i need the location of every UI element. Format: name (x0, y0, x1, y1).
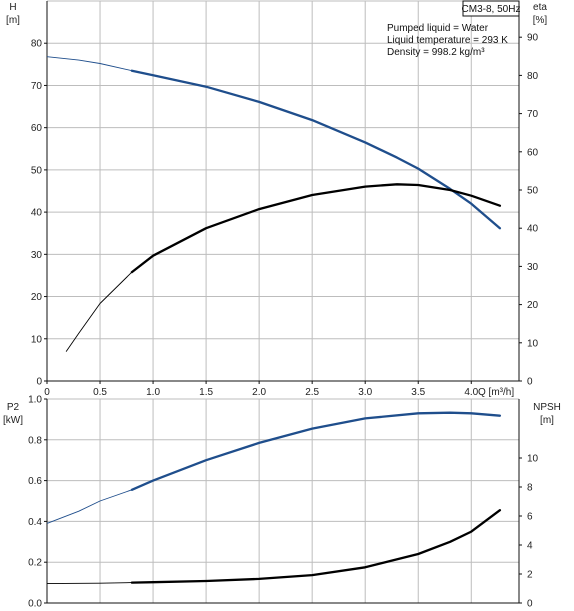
left-axis-title: H (9, 2, 16, 13)
left-tick-label: 20 (31, 292, 43, 303)
right-tick-label: 10 (527, 454, 539, 465)
right-tick-label: 40 (527, 224, 539, 235)
left-axis-unit: [kW] (3, 415, 23, 426)
right-tick-label: 30 (527, 262, 539, 273)
right-tick-label: 10 (527, 338, 539, 349)
left-tick-label: 30 (31, 250, 43, 261)
right-tick-label: 8 (527, 483, 533, 494)
series-npsh-thin-line (46, 582, 132, 585)
header-info (462, 0, 520, 17)
right-axis-title: NPSH (533, 402, 561, 413)
series-p2-thin-line (46, 489, 133, 524)
right-tick-label: 60 (527, 147, 539, 158)
x-tick-label: 3.5 (411, 387, 425, 398)
x-tick-label: 0.5 (93, 387, 107, 398)
title-box (462, 0, 520, 17)
x-tick-label: 1.5 (199, 387, 213, 398)
left-tick-label: 0.2 (28, 558, 42, 569)
left-tick-label: 80 (31, 39, 43, 50)
x-tick-label: 3.0 (358, 387, 372, 398)
right-axis-unit: [m] (540, 415, 554, 426)
left-tick-label: 50 (31, 165, 43, 176)
right-tick-label: 70 (527, 109, 539, 120)
x-tick-label: 2.5 (305, 387, 319, 398)
left-tick-label: 0 (36, 377, 42, 388)
right-tick-label: 50 (527, 186, 539, 197)
x-tick-label: 1.0 (146, 387, 160, 398)
series-npsh-line (130, 509, 502, 584)
left-tick-label: 0.8 (28, 435, 42, 446)
right-tick-label: 0 (527, 377, 533, 388)
info-line: Pumped liquid = Water (387, 23, 489, 34)
title-box-label: CM3-8, 50Hz (462, 4, 521, 15)
left-tick-label: 0.0 (28, 599, 42, 610)
info-line: Liquid temperature = 293 K (387, 35, 508, 46)
left-tick-label: 10 (31, 334, 43, 345)
series-h-thin-line (46, 56, 132, 72)
left-tick-label: 0.6 (28, 476, 42, 487)
x-axis-title: Q [m³/h] (478, 387, 514, 398)
series-h-line (130, 69, 502, 230)
right-tick-label: 0 (527, 599, 533, 610)
left-tick-label: 0.4 (28, 517, 42, 528)
right-axis-title: eta (533, 2, 547, 13)
left-tick-label: 70 (31, 81, 43, 92)
left-axis-unit: [m] (6, 15, 20, 26)
left-tick-label: 40 (31, 208, 43, 219)
x-tick-label: 4.0 (464, 387, 478, 398)
right-tick-label: 20 (527, 300, 539, 311)
power-npsh-panel (44, 398, 522, 604)
right-tick-label: 80 (527, 71, 539, 82)
right-axis-unit: [%] (533, 15, 548, 26)
left-tick-label: 1.0 (28, 395, 42, 406)
info-line: Density = 998.2 kg/m³ (387, 47, 485, 58)
right-tick-label: 90 (527, 33, 539, 44)
series-p2-line (130, 411, 502, 491)
series-eta-line (130, 183, 502, 274)
series-eta-thin-line (65, 271, 133, 352)
left-tick-label: 60 (31, 123, 43, 134)
right-tick-label: 6 (527, 512, 533, 523)
left-axis-title: P2 (7, 402, 20, 413)
head-efficiency-panel (44, 0, 522, 384)
x-tick-label: 0 (44, 387, 50, 398)
right-tick-label: 4 (527, 541, 533, 552)
x-tick-label: 2.0 (252, 387, 266, 398)
right-tick-label: 2 (527, 570, 533, 581)
